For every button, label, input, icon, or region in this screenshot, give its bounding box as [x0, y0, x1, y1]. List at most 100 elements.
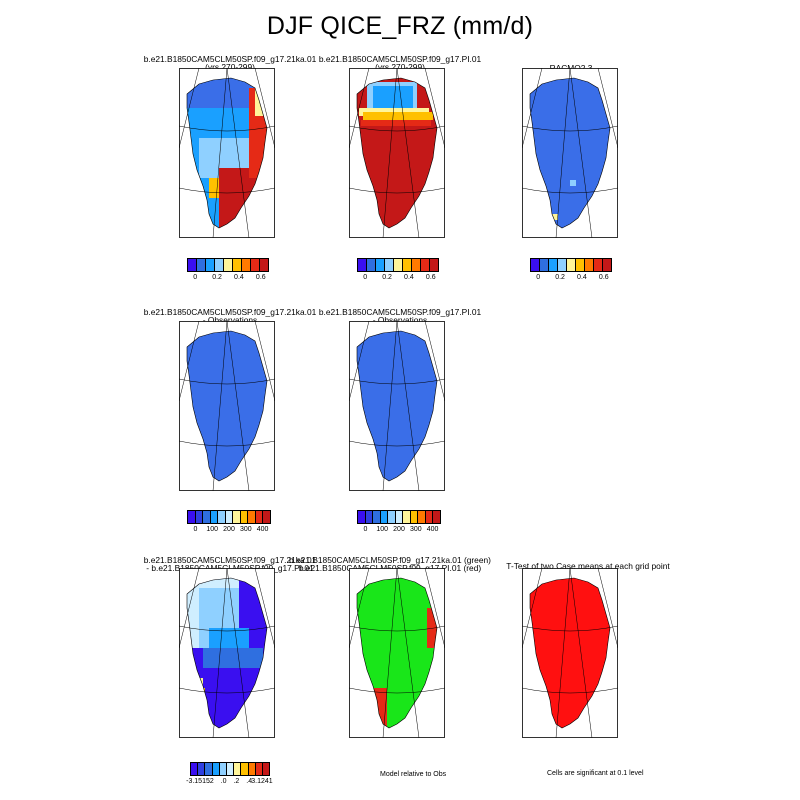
longitude-line: [349, 68, 370, 149]
colorbar-box: [191, 763, 199, 775]
map-panel-model-relative: [349, 568, 445, 738]
colorbar-box: [594, 259, 603, 271]
colorbar-box: [403, 511, 411, 523]
significance-note: Cells are significant at 0.1 level: [547, 770, 644, 777]
colorbar-box: [233, 259, 242, 271]
colorbar-tick-label: 0: [363, 274, 368, 281]
colorbar-boxes: [357, 510, 441, 524]
colorbar-tick-label: 0.6: [255, 274, 266, 281]
latitude-line: [349, 440, 445, 447]
colorbar-box: [585, 259, 594, 271]
latitude-line: [179, 625, 275, 632]
longitude-line: [226, 321, 250, 491]
panel-title-line2: (yrs 270-299): [375, 62, 425, 72]
colorbar-box: [388, 511, 396, 523]
coastline: [186, 577, 268, 729]
colorbar-tick-label: 0.2: [555, 274, 565, 281]
colorbar-ticks: 0 0.2 0.4 0.6: [530, 272, 612, 282]
colorbar-boxes: [187, 258, 269, 272]
colorbar-box: [255, 511, 264, 523]
colorbar-box: [240, 511, 249, 523]
panel-title-p4: b.e21.B1850CAM5CLM50SP.f09_g17.21ka.01 -…: [110, 308, 350, 324]
latitude-line: [349, 687, 445, 694]
longitude-line: [226, 568, 250, 738]
model-relative-note: Model relative to Obs: [380, 771, 447, 778]
panel-title-line2: b.e21.B1850CAM5CLM50SP.f09_g17.PI.01 (re…: [298, 563, 482, 573]
latitude-line: [179, 378, 275, 385]
colorbar-tick-label: .2: [207, 778, 214, 785]
longitude-line: [382, 68, 398, 238]
colorbar-box: [241, 763, 249, 775]
latitude-line: [179, 125, 275, 132]
latitude-line: [179, 187, 275, 194]
colorbar-box: [358, 259, 367, 271]
colorbar-tick-label: 0: [193, 526, 198, 533]
map-cell-block: [363, 112, 433, 120]
map-cell-block: [427, 608, 437, 648]
map-svg: [179, 68, 275, 238]
longitude-line: [179, 321, 200, 402]
colorbar-boxes: [190, 762, 270, 776]
panel-title-line2: - Observations: [372, 315, 428, 325]
colorbar-box: [418, 511, 426, 523]
map-panel-21ka-obs: [179, 321, 275, 491]
colorbar-box: [233, 511, 241, 523]
colorbar-box: [225, 511, 234, 523]
colorbar-tick-label: 400: [426, 526, 439, 533]
longitude-line: [396, 68, 420, 238]
longitude-line: [522, 568, 543, 649]
colorbar-box: [251, 259, 260, 271]
map-svg: [522, 68, 618, 238]
coastline: [356, 577, 438, 729]
coastline: [356, 77, 438, 229]
panel-title-line1: b.e21.B1850CAM5CLM50SP.f09_g17.PI.01: [318, 307, 482, 317]
colorbar-box: [262, 763, 270, 775]
panel-title-line2: (yrs 270-299): [205, 62, 255, 72]
longitude-line: [349, 321, 370, 402]
colorbar-boxes: [187, 510, 271, 524]
latitude-line: [179, 440, 275, 447]
latitude-line: [349, 378, 445, 385]
colorbar-tick-label: 0.2: [212, 274, 222, 281]
panel-title-line1: b.e21.B1850CAM5CLM50SP.f09_g17.21ka.01: [143, 307, 317, 317]
colorbar-tick-label: 0.6: [598, 274, 609, 281]
colorbar-box: [430, 259, 438, 271]
map-svg: [522, 568, 618, 738]
colorbar-box: [198, 763, 206, 775]
map-panel-racmo: [522, 68, 618, 238]
longitude-line: [349, 568, 370, 649]
coastline: [356, 330, 438, 482]
map-panel-pi: [349, 68, 445, 238]
colorbar-box: [603, 259, 611, 271]
colorbar-ticks: 0 100 200 300 400: [187, 524, 271, 534]
colorbar-box: [248, 511, 256, 523]
latitude-line: [522, 125, 618, 132]
latitude-line: [522, 187, 618, 194]
colorbar-box: [549, 259, 558, 271]
colorbar-ticks: 0 0.2 0.4 0.6: [357, 272, 439, 282]
colorbar-box: [395, 511, 404, 523]
colorbar-box: [224, 259, 233, 271]
longitude-line: [522, 68, 543, 149]
longitude-line: [569, 68, 593, 238]
colorbar-tick-label: 0.4: [577, 274, 587, 281]
colorbar-box: [412, 259, 421, 271]
panel-title-p7: b.e21.B1850CAM5CLM50SP.f09_g17.21ka.01 -…: [110, 556, 350, 572]
colorbar-tick-label: 200: [393, 526, 405, 533]
colorbar-box: [380, 511, 389, 523]
colorbar-box: [558, 259, 567, 271]
longitude-line: [179, 68, 200, 149]
colorbar-tick-label: .0: [220, 778, 227, 785]
panel-title-line1: b.e21.B1850CAM5CLM50SP.f09_g17.21ka.01 (…: [289, 555, 491, 565]
colorbar-box: [531, 259, 540, 271]
colorbar-box: [248, 763, 256, 775]
colorbar-box: [212, 763, 220, 775]
longitude-line: [226, 68, 250, 238]
longitude-line: [212, 68, 228, 238]
colorbar-box: [576, 259, 585, 271]
longitude-line: [382, 568, 398, 738]
colorbar-boxes: [530, 258, 612, 272]
map-cell-block: [373, 86, 413, 110]
longitude-line: [424, 321, 445, 402]
colorbar-box: [367, 259, 376, 271]
